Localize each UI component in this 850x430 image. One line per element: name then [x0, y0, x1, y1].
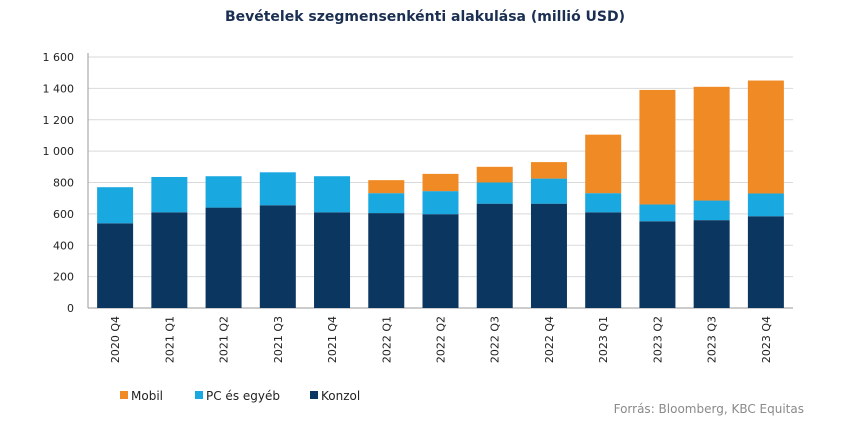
- x-tick-label: 2023 Q4: [760, 316, 773, 363]
- bar-pc-s-egy-b: [151, 177, 188, 213]
- bar-konzol: [747, 216, 784, 308]
- y-tick-label: 0: [67, 302, 74, 315]
- y-tick-label: 800: [53, 177, 74, 190]
- x-tick-label: 2020 Q4: [109, 316, 122, 363]
- bar-mobil: [747, 80, 784, 194]
- bar-mobil: [530, 162, 567, 179]
- x-tick-label: 2023 Q1: [597, 316, 610, 363]
- x-tick-label: 2021 Q1: [163, 316, 176, 363]
- bar-mobil: [693, 86, 730, 201]
- x-tick-label: 2021 Q3: [272, 316, 285, 363]
- chart-title: Bevételek szegmensenkénti alakulása (mil…: [224, 9, 626, 25]
- bar-pc-s-egy-b: [422, 191, 459, 215]
- bar-pc-s-egy-b: [476, 182, 513, 204]
- source-note: Forrás: Bloomberg, KBC Equitas: [613, 402, 804, 416]
- y-tick-label: 1 400: [43, 82, 75, 95]
- legend-swatch: [195, 391, 203, 399]
- bar-pc-s-egy-b: [585, 193, 622, 213]
- y-tick-label: 1 200: [43, 114, 75, 127]
- x-tick-label: 2021 Q2: [218, 316, 231, 363]
- x-tick-label: 2022 Q2: [435, 316, 448, 363]
- bar-konzol: [259, 205, 296, 308]
- bar-konzol: [151, 212, 188, 308]
- bar-konzol: [368, 213, 405, 308]
- bar-konzol: [585, 212, 622, 308]
- bar-pc-s-egy-b: [314, 176, 351, 213]
- bar-konzol: [314, 212, 351, 308]
- y-tick-label: 600: [53, 208, 74, 221]
- y-tick-label: 1 000: [43, 145, 75, 158]
- bar-mobil: [422, 173, 459, 192]
- bar-konzol: [693, 220, 730, 308]
- bar-konzol: [530, 203, 567, 308]
- legend-label: PC és egyéb: [206, 389, 280, 403]
- y-tick-label: 200: [53, 271, 74, 284]
- bar-pc-s-egy-b: [530, 178, 567, 204]
- bar-pc-s-egy-b: [693, 200, 730, 221]
- bar-pc-s-egy-b: [639, 204, 676, 222]
- legend-swatch: [120, 391, 128, 399]
- bar-pc-s-egy-b: [97, 187, 134, 224]
- x-tick-label: 2022 Q3: [489, 316, 502, 363]
- y-tick-label: 1 600: [43, 51, 75, 64]
- x-tick-label: 2021 Q4: [326, 316, 339, 363]
- bar-konzol: [639, 221, 676, 308]
- x-tick-label: 2023 Q3: [706, 316, 719, 363]
- bar-mobil: [585, 134, 622, 194]
- x-tick-label: 2022 Q1: [380, 316, 393, 363]
- x-tick-label: 2022 Q4: [543, 316, 556, 363]
- bar-konzol: [422, 214, 459, 308]
- bar-konzol: [476, 203, 513, 308]
- bar-pc-s-egy-b: [259, 172, 296, 206]
- bar-pc-s-egy-b: [747, 193, 784, 217]
- legend-label: Konzol: [321, 389, 360, 403]
- bar-mobil: [368, 180, 405, 194]
- bar-pc-s-egy-b: [368, 193, 405, 214]
- bar-mobil: [476, 166, 513, 183]
- bar-mobil: [639, 89, 676, 205]
- bar-pc-s-egy-b: [205, 176, 242, 208]
- bar-konzol: [97, 223, 134, 308]
- bar-konzol: [205, 207, 242, 308]
- legend-swatch: [310, 391, 318, 399]
- x-tick-label: 2023 Q2: [651, 316, 664, 363]
- legend-label: Mobil: [131, 389, 163, 403]
- y-tick-label: 400: [53, 239, 74, 252]
